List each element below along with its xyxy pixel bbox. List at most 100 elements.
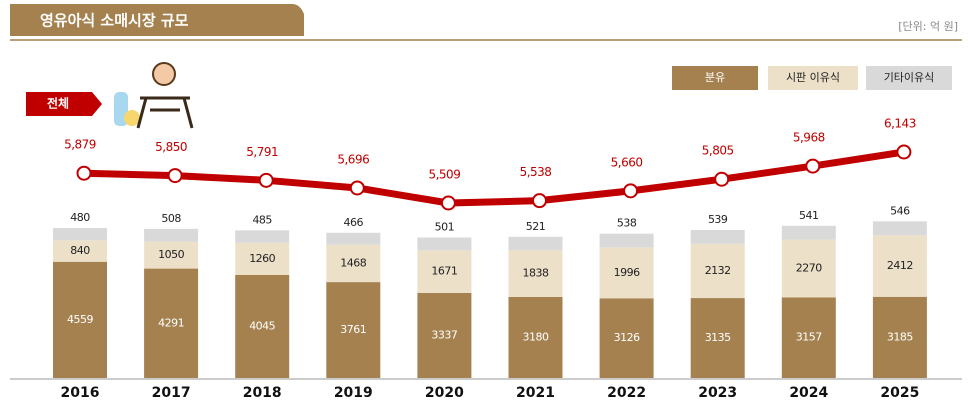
bar-value-label: 2270 [796,262,822,275]
total-value-label: 5,696 [337,152,369,166]
x-tick-label: 2025 [880,385,919,401]
bar-segment [508,236,563,251]
bar-value-label: 485 [252,213,272,226]
bar-value-label: 1838 [523,266,549,279]
bar-value-label: 538 [617,217,637,230]
bar-value-label: 508 [161,212,181,225]
total-marker [896,144,912,160]
bar-value-label: 480 [70,211,90,224]
bar-segment [53,240,107,262]
illustration [114,62,194,129]
legend-swatch [768,66,858,90]
bar-segment [53,228,107,241]
x-tick-label: 2024 [789,385,828,401]
bar-segment [53,261,107,378]
x-tick-label: 2023 [698,385,737,401]
total-marker [623,183,639,199]
bar-segment [872,235,927,297]
bar-segment [690,229,745,244]
bar-segment [235,230,290,243]
bar-value-label: 4045 [249,319,275,332]
bar-segment [326,244,381,283]
bar-segment [235,242,290,275]
total-value-label: 5,968 [793,131,825,145]
total-value-label: 5,879 [64,138,96,152]
bar-value-label: 3761 [340,323,366,336]
bar-segment [326,232,381,245]
x-tick-label: 2017 [152,385,191,401]
bar-value-label: 3337 [431,328,457,341]
legend-swatch [672,66,758,90]
bar-segment [599,247,654,299]
total-marker [349,180,365,196]
total-tag [26,92,102,116]
bar-segment [144,228,199,242]
bar-value-label: 3180 [523,330,549,343]
x-tick-label: 2019 [334,385,373,401]
bar-segment [599,233,654,248]
total-value-label: 5,850 [155,140,187,154]
bar-segment [781,225,836,240]
bar-segment [417,250,472,293]
legend-label: 기타이유식 [884,71,935,84]
bar-value-label: 541 [799,209,819,222]
total-marker [805,158,821,174]
total-value-label: 5,538 [520,165,552,179]
bar-value-label: 3157 [796,331,822,344]
bar-value-label: 4291 [158,316,184,329]
total-marker [76,165,92,181]
total-line [83,148,905,207]
bar-segment [144,268,199,378]
bar-value-label: 1996 [614,266,640,279]
legend-label: 분유 [705,71,725,84]
legend-label: 시판 이유식 [786,71,840,84]
bar-value-label: 840 [70,244,90,257]
title-banner [10,4,304,36]
total-value-label: 5,660 [611,155,643,169]
x-tick-label: 2018 [243,385,282,401]
bar-segment [235,274,290,378]
total-marker [714,171,730,187]
total-value-label: 5,805 [702,144,734,158]
bar-value-label: 501 [435,221,455,234]
bar-value-label: 539 [708,213,728,226]
bar-segment [508,296,563,378]
bar-value-label: 1260 [249,252,275,265]
bar-segment [690,243,745,299]
bar-segment [417,237,472,251]
bar-value-label: 3126 [614,331,640,344]
total-marker [532,193,547,209]
total-value-label: 6,143 [884,117,916,131]
x-tick-label: 2020 [425,385,464,401]
bar-segment [872,221,927,236]
bar-segment [872,296,927,378]
bar-segment [508,250,563,297]
bar-segment [781,297,836,378]
bar-value-label: 1468 [340,256,366,269]
x-tick-label: 2016 [61,385,100,401]
total-marker [440,195,456,211]
total-value-label: 5,509 [428,168,460,182]
bar-value-label: 2412 [887,259,913,272]
total-marker [258,172,274,188]
bar-segment [326,282,381,378]
chart-title: 영유아식 소매시장 규모 [40,12,189,30]
bar-value-label: 3185 [887,330,913,343]
bar-value-label: 1671 [431,265,457,278]
bar-segment [690,298,745,378]
bar-value-label: 546 [890,204,910,217]
x-tick-label: 2022 [607,385,646,401]
bar-value-label: 4559 [67,313,93,326]
x-tick-label: 2021 [516,385,555,401]
total-value-label: 5,791 [246,145,278,159]
bar-value-label: 466 [344,216,364,229]
bar-value-label: 3135 [705,331,731,344]
unit-note: [단위: 억 원] [898,20,958,33]
bar-segment [599,298,654,378]
bar-segment [781,239,836,298]
bar-value-label: 521 [526,220,546,233]
bar-segment [144,241,199,269]
bar-segment [417,292,472,378]
bar-value-label: 1050 [158,248,184,261]
